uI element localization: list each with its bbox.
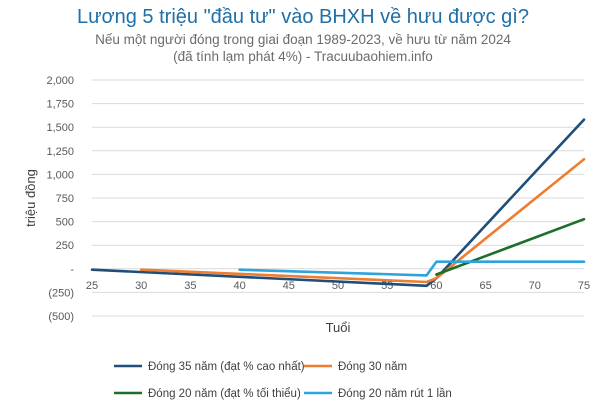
legend-label-1: Đóng 35 năm (đạt % cao nhất) — [148, 361, 305, 373]
y-tick-label: 750 — [56, 193, 74, 205]
x-tick-label: 75 — [578, 280, 590, 292]
x-tick-label: 45 — [283, 280, 295, 292]
y-tick-label: 1,500 — [46, 122, 74, 134]
x-tick-label: 30 — [135, 280, 147, 292]
x-tick-label: 70 — [529, 280, 541, 292]
legend-label-3: Đóng 20 năm (đạt % tối thiểu) — [148, 388, 301, 400]
x-axis-title: Tuổi — [326, 320, 351, 335]
y-tick-label: (250) — [48, 287, 74, 299]
x-tick-label: 35 — [184, 280, 196, 292]
y-tick-label: 250 — [56, 240, 74, 252]
x-tick-label: 40 — [233, 280, 245, 292]
y-tick-label: (500) — [48, 311, 74, 323]
series-line-4 — [238, 260, 586, 277]
y-tick-label: 1,000 — [46, 169, 74, 181]
x-tick-label: 60 — [430, 280, 442, 292]
x-axis-ticks: 25 30 35 40 45 50 55 60 65 70 75 — [86, 280, 590, 292]
series-lines — [90, 118, 586, 288]
legend-label-2: Đóng 30 năm — [338, 361, 407, 373]
y-axis-ticks: 2,000 1,750 1,500 1,250 1,000 750 500 250 - (250)… — [46, 75, 74, 323]
y-tick-label: 500 — [56, 217, 74, 229]
chart-title: Lương 5 triệu "đầu tư" vào BHXH về hưu đ… — [77, 6, 529, 28]
chart-subtitle-line-2: (đã tính lạm phát 4%) - Tracuubaohiem.in… — [173, 49, 433, 64]
x-tick-label: 25 — [86, 280, 98, 292]
y-tick-label: 1,250 — [46, 146, 74, 158]
y-tick-label: 1,750 — [46, 99, 74, 111]
gridlines — [92, 79, 584, 317]
legend: Đóng 35 năm (đạt % cao nhất) Đóng 30 năm Đ… — [114, 361, 452, 400]
series-line-2 — [139, 158, 586, 284]
y-tick-label: - — [70, 264, 74, 276]
y-tick-label: 2,000 — [46, 75, 74, 87]
series-line-3 — [435, 217, 586, 276]
x-tick-label: 65 — [479, 280, 491, 292]
legend-label-4: Đóng 20 năm rút 1 lần — [338, 388, 452, 400]
chart-subtitle-line-1: Nếu một người đóng trong giai đoạn 1989-… — [95, 32, 511, 47]
y-axis-title: triệu đồng — [23, 169, 38, 227]
series-line-1 — [90, 118, 586, 288]
